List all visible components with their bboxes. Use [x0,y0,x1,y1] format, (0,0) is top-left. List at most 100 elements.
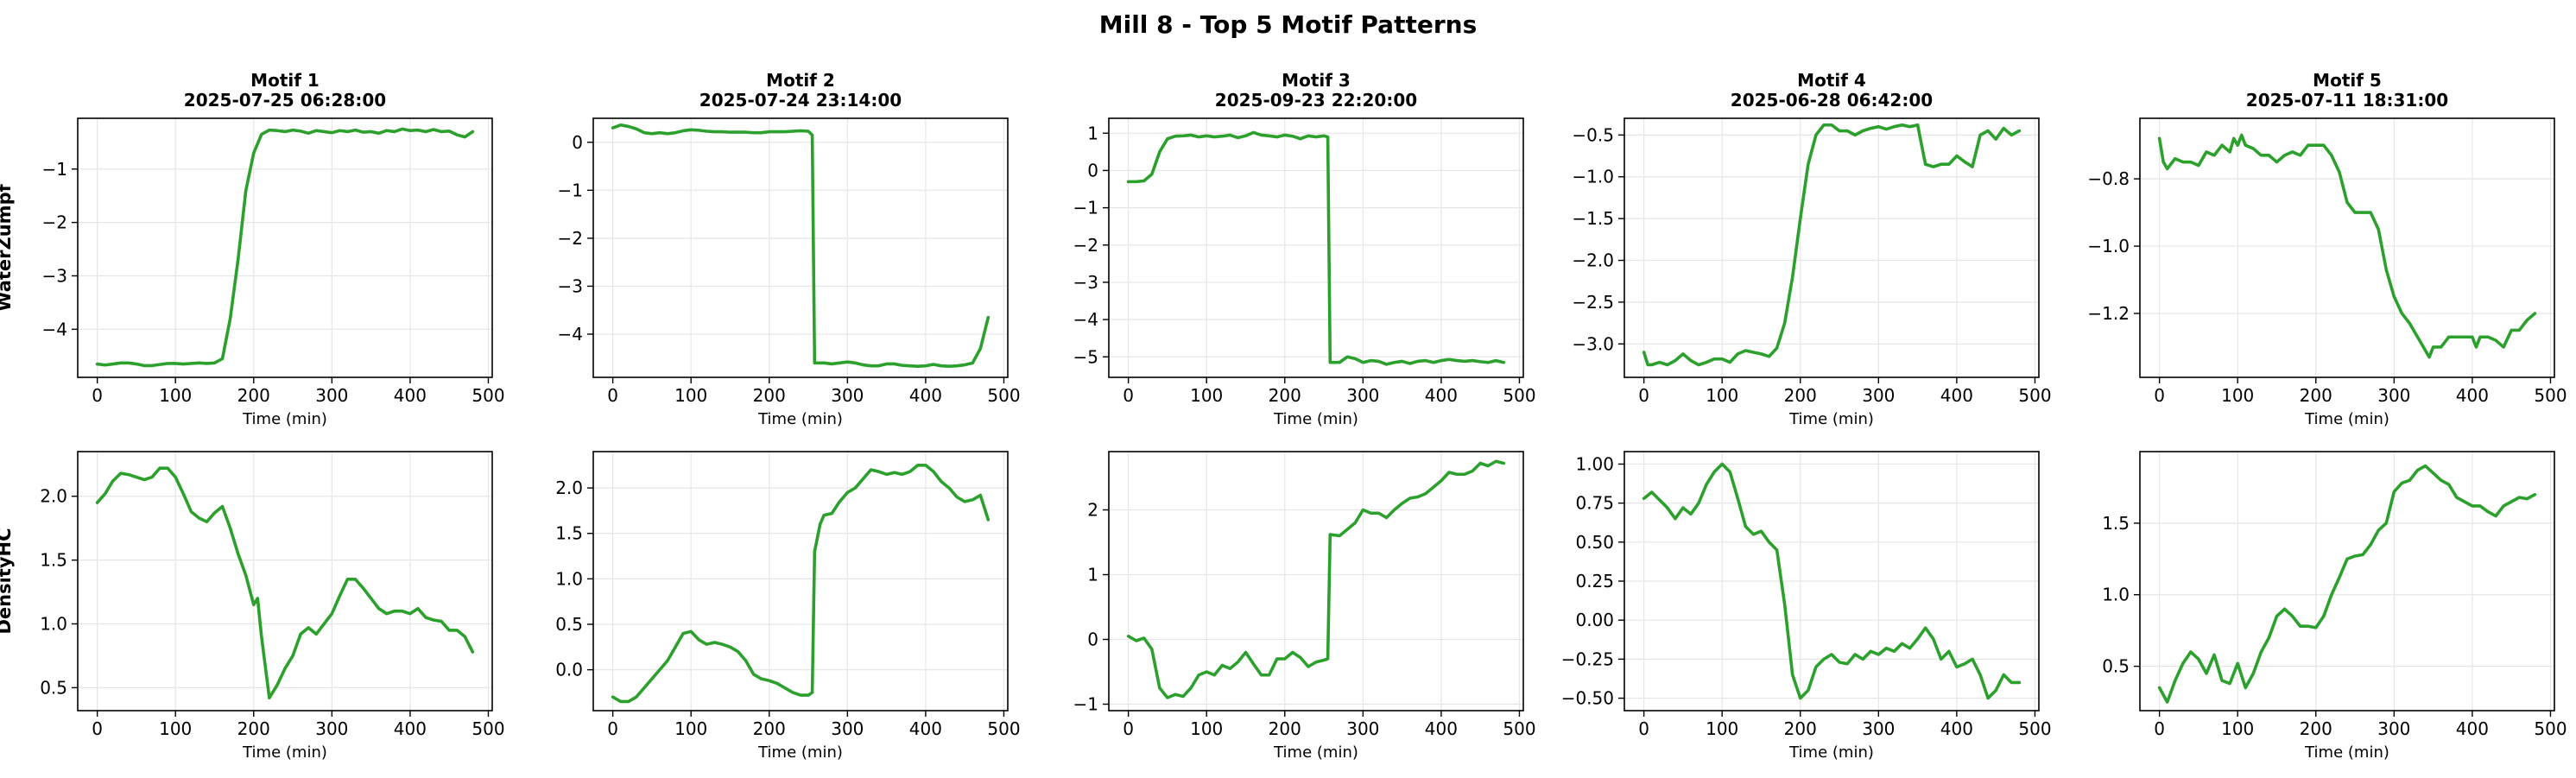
y-tick-label: 2 [1087,500,1098,521]
x-tick-label: 400 [2456,385,2489,406]
x-tick-label: 500 [987,385,1020,406]
x-tick-label: 100 [1190,718,1223,739]
subplot-subtitle: 2025-07-11 18:31:00 [2246,90,2448,111]
x-tick-label: 200 [2300,385,2332,406]
y-tick-label: 0.75 [1575,493,1614,514]
panel-8: 0 100 200 300 400 500 −1 0 1 2 Time (min) [1073,451,1536,762]
x-tick-label: 500 [2534,385,2567,406]
x-tick-label: 100 [159,385,192,406]
series-line-1 [95,466,475,700]
panel-4: 0 100 200 300 400 500 −3.0 −2.5 −2.0 −1.5 −1.0 −0.5… [1572,70,2051,428]
y-tick-label: −2.0 [1572,250,1614,271]
y-tick-label: 2.0 [555,478,583,498]
figure-title: Mill 8 - Top 5 Motif Patterns [1099,10,1478,39]
x-tick-label: 300 [831,385,864,406]
x-tick-label: 500 [2018,385,2051,406]
y-tick-label: −1 [1073,198,1098,218]
series-line-1 [95,127,475,368]
x-tick-label: 400 [1425,385,1458,406]
y-tick-label: 0.50 [1575,532,1614,553]
y-tick-label: 0.00 [1575,610,1614,630]
x-tick-label: 300 [1346,718,1379,739]
y-tick-label: −0.50 [1561,688,1614,709]
y-tick-label: −2 [558,228,583,249]
y-tick-label: −1 [558,180,583,200]
x-tick-label: 0 [2154,718,2165,739]
y-tick-label: −2.5 [1572,292,1614,313]
y-tick-label: 0.5 [40,677,67,698]
panel-5: 0 100 200 300 400 500 −1.2 −1.0 −0.8 Time (min) Mo… [2087,70,2567,428]
series-line-1 [1642,123,2022,367]
x-tick-label: 100 [2221,718,2254,739]
y-tick-label: −1 [1073,694,1098,715]
x-tick-label: 300 [1862,385,1895,406]
y-tick-label: −0.25 [1561,648,1614,669]
x-tick-label: 300 [2377,718,2410,739]
axes-frame [77,451,493,712]
y-tick-label: 1.0 [555,568,583,589]
x-axis-label: Time (min) [757,743,843,762]
x-tick-label: 200 [237,385,270,406]
x-tick-label: 400 [1940,718,1973,739]
x-tick-label: 100 [159,718,192,739]
subplot-title: Motif 3 [1282,70,1351,91]
axes-frame [1108,117,1524,378]
x-tick-label: 100 [1706,718,1738,739]
y-tick-label: 0.5 [555,614,583,635]
x-tick-label: 300 [2377,385,2410,406]
x-tick-label: 0 [1638,385,1649,406]
x-tick-label: 300 [1862,718,1895,739]
x-tick-label: 0 [607,718,618,739]
panel-9: 0 100 200 300 400 500 −0.50 −0.25 0.00 0.25 0.50 0.… [1561,451,2052,762]
series-line-1 [1642,462,2022,700]
y-tick-label: −3 [1073,272,1098,293]
subplot-subtitle: 2025-07-24 23:14:00 [699,90,902,111]
y-tick-label: −3.0 [1572,333,1614,354]
y-tick-label: 0 [572,132,583,153]
x-tick-label: 0 [607,385,618,406]
x-axis-label: Time (min) [757,410,843,428]
subplot-subtitle: 2025-09-23 22:20:00 [1215,90,1417,111]
panel-6: 0 100 200 300 400 500 0.5 1.0 1.5 2.0 Time (min) De… [0,451,505,762]
y-tick-label: 1.0 [40,614,67,635]
x-axis-label: Time (min) [1788,410,1874,428]
y-tick-label: −4 [558,324,583,345]
y-tick-label: −1.5 [1572,208,1614,229]
subplot-subtitle: 2025-06-28 06:42:00 [1731,90,1933,111]
x-axis-label: Time (min) [242,743,327,762]
panel-10: 0 100 200 300 400 500 0.5 1.0 1.5 Time (min) [2102,451,2567,762]
y-tick-label: 1.0 [2102,585,2130,605]
axes-frame [592,117,1009,378]
x-tick-label: 400 [394,385,427,406]
y-tick-label: −3 [42,265,67,286]
axes-frame [1623,117,2040,378]
axes-frame [2139,117,2555,378]
series-line-1 [611,123,991,369]
x-tick-label: 400 [909,718,942,739]
x-tick-label: 300 [315,718,348,739]
x-tick-label: 300 [1346,385,1379,406]
x-tick-label: 500 [472,718,504,739]
x-tick-label: 400 [394,718,427,739]
y-tick-label: −1.0 [1572,167,1614,187]
subplot-title: Motif 4 [1797,70,1866,91]
y-tick-label: 0 [1087,629,1098,650]
axes-frame [77,117,493,378]
x-tick-label: 500 [1503,718,1535,739]
y-tick-label: −4 [1073,309,1098,330]
y-tick-label: 0 [1087,160,1098,180]
x-tick-label: 200 [1784,385,1817,406]
series-line-1 [2157,464,2537,704]
x-tick-label: 500 [2018,718,2051,739]
x-tick-label: 100 [2221,385,2254,406]
x-tick-label: 400 [1425,718,1458,739]
y-tick-label: −5 [1073,346,1098,367]
x-tick-label: 300 [315,385,348,406]
x-tick-label: 500 [987,718,1020,739]
x-tick-label: 100 [674,385,707,406]
x-tick-label: 0 [92,385,103,406]
x-axis-label: Time (min) [1788,743,1874,762]
y-tick-label: −3 [558,275,583,296]
x-axis-label: Time (min) [1273,743,1358,762]
